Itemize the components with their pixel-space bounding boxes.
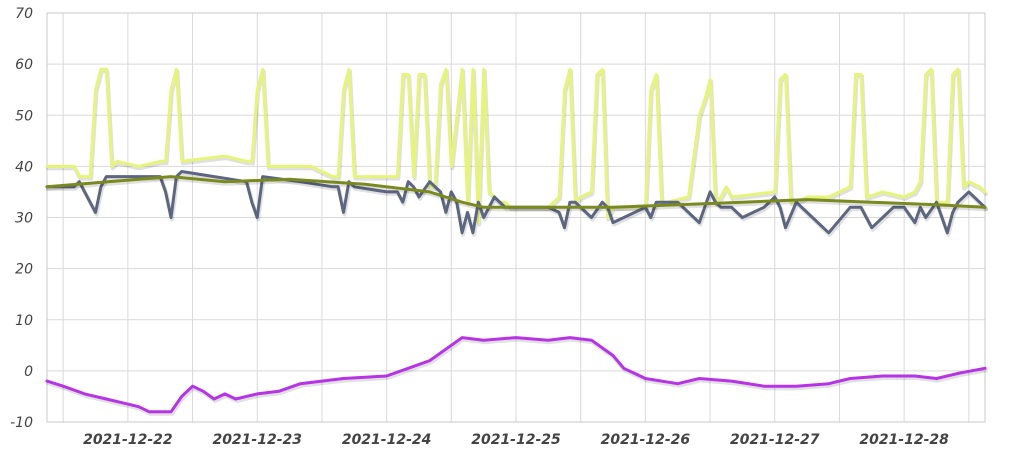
y-tick-label: 40 (15, 159, 33, 175)
y-tick-label: 20 (15, 262, 33, 278)
x-tick-label: 2021-12-28 (859, 432, 949, 448)
x-tick-label: 2021-12-24 (342, 432, 432, 448)
series-line-3 (45, 175, 987, 209)
x-tick-label: 2021-12-25 (471, 432, 561, 448)
y-tick-label: 10 (15, 313, 33, 329)
series-line-4 (45, 336, 987, 414)
x-tick-label: 2021-12-22 (83, 432, 173, 448)
series-shadow (46, 337, 988, 416)
y-tick-label: 50 (15, 108, 33, 124)
y-tick-labels: 70 60 50 40 30 20 10 0 -10 (10, 6, 33, 431)
x-tick-label: 2021-12-27 (730, 432, 820, 448)
x-tick-label: 2021-12-26 (601, 432, 691, 448)
y-tick-label: -10 (10, 415, 33, 431)
series-group (45, 67, 988, 416)
y-tick-label: 30 (15, 211, 33, 227)
axes (46, 12, 986, 423)
y-tick-label: 60 (15, 57, 33, 73)
y-tick-label: 0 (24, 364, 33, 380)
x-tick-labels: 2021-12-22 2021-12-23 2021-12-24 2021-12-25… (83, 432, 949, 448)
x-tick-label: 2021-12-23 (212, 432, 302, 448)
y-tick-label: 70 (15, 6, 33, 22)
series-shadow (46, 176, 988, 212)
plot-area-border (46, 12, 986, 423)
